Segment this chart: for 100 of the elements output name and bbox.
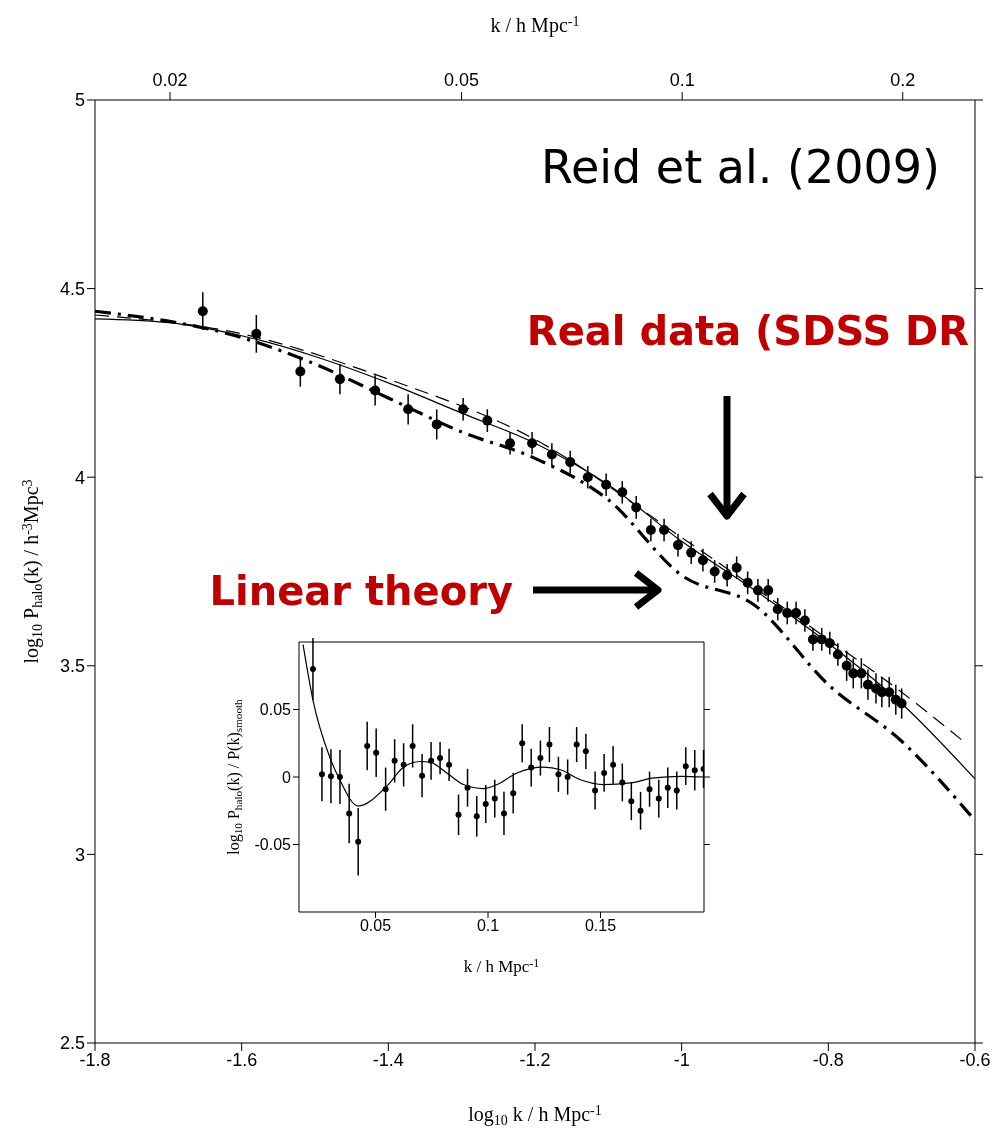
point <box>807 634 818 645</box>
point <box>528 764 535 771</box>
point <box>419 772 426 779</box>
point <box>431 419 442 430</box>
point <box>631 502 642 513</box>
point <box>482 415 493 426</box>
point <box>510 790 517 797</box>
point <box>391 757 398 764</box>
point <box>318 771 325 778</box>
point <box>772 604 783 615</box>
point <box>742 577 753 588</box>
y-tick-label: 5 <box>74 90 85 111</box>
point <box>546 741 553 748</box>
y-tick-label: 4.5 <box>59 278 85 299</box>
x-tick-label: -1.6 <box>226 1049 258 1070</box>
point <box>500 810 507 817</box>
point <box>327 773 334 780</box>
point <box>409 742 416 749</box>
x2-axis-title: k / h Mpc$^{-1}$ <box>490 13 580 37</box>
x2-tick-label: 0.02 <box>152 70 188 90</box>
point <box>862 679 873 690</box>
point <box>610 761 617 768</box>
y-tick-label: 4 <box>74 467 85 488</box>
point <box>197 306 208 317</box>
y-tick-label: 0.05 <box>259 701 292 719</box>
point <box>645 525 656 536</box>
point <box>555 771 562 778</box>
point <box>564 774 571 780</box>
point <box>403 404 414 415</box>
point <box>527 438 538 449</box>
point <box>752 585 763 596</box>
point <box>491 795 498 802</box>
point <box>697 555 708 566</box>
point <box>832 649 843 660</box>
point <box>573 741 580 748</box>
point <box>582 472 593 483</box>
point <box>382 786 389 793</box>
point <box>673 540 683 551</box>
point <box>722 570 733 581</box>
point <box>841 660 852 671</box>
point <box>334 374 345 385</box>
point <box>637 807 644 814</box>
point <box>592 787 599 794</box>
point <box>336 774 343 780</box>
x-tick-label: -0.6 <box>959 1049 991 1070</box>
x-axis-title: k / h Mpc$^{-1}$ <box>463 955 540 976</box>
point <box>364 742 371 749</box>
point <box>519 740 526 747</box>
annotation: Real data (SDSS DR <box>526 308 970 354</box>
point <box>370 385 381 396</box>
point <box>763 585 774 596</box>
point <box>896 698 907 709</box>
annotation: Reid et al. (2009) <box>541 140 940 194</box>
point <box>446 761 453 768</box>
point <box>619 779 626 786</box>
point <box>691 767 698 774</box>
point <box>537 755 544 762</box>
point <box>664 784 671 791</box>
y-tick-label: 0 <box>282 768 292 786</box>
point <box>799 615 810 626</box>
point <box>824 638 835 649</box>
point <box>601 479 612 490</box>
x-axis-title: log$_{10}$ k / h Mpc$^{-1}$ <box>468 1102 602 1129</box>
point <box>673 787 680 794</box>
point <box>816 634 827 645</box>
point <box>646 786 653 793</box>
point <box>582 748 589 755</box>
point <box>251 328 262 339</box>
annotation: Linear theory <box>209 568 513 614</box>
point <box>482 801 489 807</box>
point <box>856 668 867 679</box>
point <box>346 810 353 817</box>
point <box>782 607 793 618</box>
point <box>655 795 662 802</box>
point <box>428 757 435 764</box>
point <box>848 668 859 679</box>
point <box>546 449 557 460</box>
point <box>709 566 720 577</box>
point <box>682 763 689 770</box>
x-tick-label: 0.15 <box>584 917 617 935</box>
point <box>473 813 480 820</box>
point <box>565 457 576 468</box>
point <box>355 838 362 845</box>
x2-tick-label: 0.05 <box>444 70 480 90</box>
y-tick-label: 3 <box>74 844 85 865</box>
point <box>295 366 306 377</box>
x-tick-label: 0.05 <box>359 917 392 935</box>
point <box>505 438 516 449</box>
x-tick-label: -1.4 <box>372 1049 404 1070</box>
x-tick-label: -1 <box>673 1049 690 1070</box>
x2-tick-label: 0.1 <box>669 70 695 90</box>
y-tick-label: 3.5 <box>59 656 85 677</box>
x2-tick-label: 0.2 <box>890 70 916 90</box>
point <box>628 798 635 805</box>
point <box>617 487 628 498</box>
y-tick-label: -0.05 <box>254 836 292 854</box>
point <box>455 811 462 818</box>
point <box>309 666 316 672</box>
point <box>791 607 802 618</box>
point <box>659 525 670 536</box>
